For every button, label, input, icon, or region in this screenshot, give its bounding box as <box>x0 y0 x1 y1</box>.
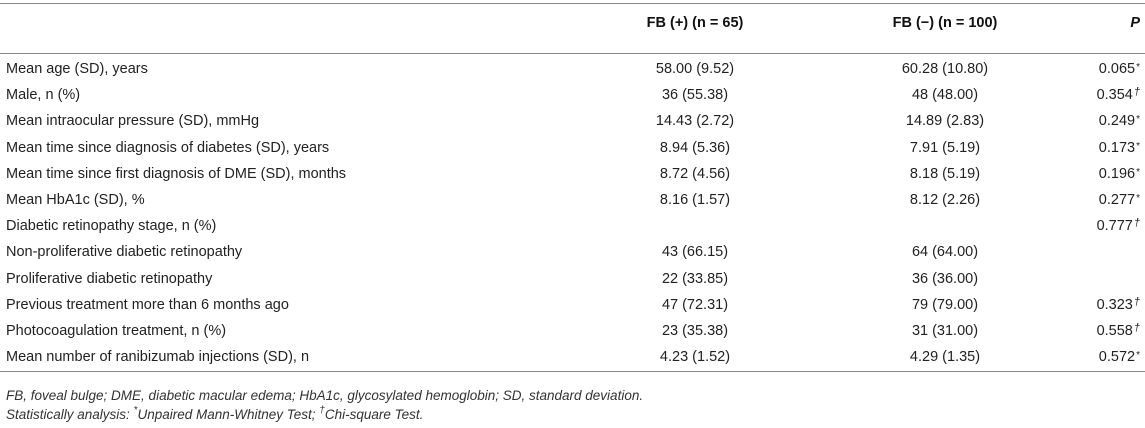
row-fb-positive-value: 43 (66.15) <box>661 244 729 261</box>
row-p-test-mark: † <box>1133 86 1140 99</box>
footnote-abbreviations: FB, foveal bulge; DME, diabetic macular … <box>6 388 643 403</box>
row-label: Proliferative diabetic retinopathy <box>6 270 213 287</box>
row-p-test-mark: † <box>1133 295 1140 308</box>
row-fb-negative-value: 64 (64.00) <box>911 244 979 261</box>
row-p-value-cell: 0.249* <box>1045 108 1140 134</box>
row-label: Diabetic retinopathy stage, n (%) <box>6 218 217 235</box>
row-fb-negative-value: 60.28 (10.80) <box>901 61 989 77</box>
table-bottom-rule <box>0 371 1145 372</box>
row-fb-positive-value: 58.00 (9.52) <box>655 61 735 77</box>
row-label: Non-proliferative diabetic retinopathy <box>6 244 243 261</box>
footnote-test1: Unpaired Mann-Whitney Test; <box>137 407 320 422</box>
row-p-value: 0.558 <box>1096 323 1133 339</box>
row-fb-positive-value: 8.72 (4.56) <box>659 165 731 182</box>
row-label: Mean number of ranibizumab injections (S… <box>6 349 310 366</box>
footnote-abbreviations-text: FB, foveal bulge; DME, diabetic macular … <box>6 388 644 403</box>
row-p-value-cell <box>1045 266 1140 292</box>
row-p-value: 0.065 <box>1098 61 1136 77</box>
row-p-value-cell: 0.323† <box>1045 292 1140 318</box>
header-fb-negative: FB (−) (n = 100) <box>892 15 998 31</box>
table-row: Male, n (%) 36 (55.38) 48 (48.00) 0.354† <box>0 82 1145 108</box>
header-p-value: P <box>1130 15 1140 31</box>
row-fb-positive-value: 8.16 (1.57) <box>659 192 731 208</box>
footnote-star-mark: * <box>133 405 138 416</box>
row-fb-negative-value: 36 (36.00) <box>911 270 979 287</box>
row-fb-negative-value: 31 (31.00) <box>911 323 979 339</box>
footnote-dagger-mark: † <box>319 405 325 416</box>
row-label: Mean intraocular pressure (SD), mmHg <box>6 113 260 130</box>
row-p-value-cell: 0.173* <box>1045 135 1140 161</box>
row-p-value: 0.173 <box>1098 139 1136 156</box>
table-row: Previous treatment more than 6 months ag… <box>0 292 1145 318</box>
footnote-test2: Chi-square Test. <box>324 407 424 422</box>
row-p-value-cell: 0.558† <box>1045 318 1140 344</box>
row-fb-positive-value: 23 (35.38) <box>661 323 729 339</box>
row-label: Photocoagulation treatment, n (%) <box>6 323 227 339</box>
table-header-rule <box>0 53 1145 54</box>
row-label: Male, n (%) <box>6 87 81 104</box>
row-fb-positive-value: 36 (55.38) <box>661 87 729 104</box>
row-fb-positive-value: 14.43 (2.72) <box>655 113 735 130</box>
row-label: Mean age (SD), years <box>6 61 148 77</box>
row-p-value-cell: 0.354† <box>1045 82 1140 108</box>
row-p-test-mark: * <box>1136 140 1140 152</box>
row-p-value-cell: 0.572* <box>1045 344 1140 370</box>
row-p-value: 0.249 <box>1098 113 1136 130</box>
row-p-test-mark: † <box>1133 322 1140 334</box>
table-row: Non-proliferative diabetic retinopathy 43… <box>0 239 1145 265</box>
footnote-stats-prefix: Statistically analysis: <box>6 407 134 422</box>
row-fb-positive-value: 4.23 (1.52) <box>659 349 731 366</box>
table-row: Mean intraocular pressure (SD), mmHg 14.4… <box>0 108 1145 134</box>
row-p-value: 0.777 <box>1096 218 1133 235</box>
row-fb-negative-value: 8.18 (5.19) <box>909 165 981 182</box>
row-p-test-mark: * <box>1136 166 1140 178</box>
row-p-value: 0.354 <box>1096 87 1133 104</box>
row-p-test-mark: * <box>1136 62 1140 73</box>
table-top-rule <box>0 3 1145 4</box>
row-fb-negative-value: 79 (79.00) <box>911 296 979 313</box>
header-fb-positive: FB (+) (n = 65) <box>646 15 744 31</box>
row-p-value-cell: 0.777† <box>1045 213 1140 239</box>
row-fb-negative-value: 14.89 (2.83) <box>905 113 985 130</box>
row-fb-positive-value: 22 (33.85) <box>661 270 729 287</box>
row-fb-negative-value: 8.12 (2.26) <box>909 192 981 208</box>
table-row: Mean HbA1c (SD), % 8.16 (1.57) 8.12 (2.26)… <box>0 187 1145 213</box>
row-p-value: 0.196 <box>1098 165 1136 182</box>
row-label: Mean time since first diagnosis of DME (… <box>6 165 347 182</box>
row-p-value-cell: 0.196* <box>1045 161 1140 187</box>
row-fb-positive-value: 47 (72.31) <box>661 296 729 313</box>
row-p-value-cell: 0.065* <box>1045 56 1140 82</box>
row-p-test-mark: * <box>1136 114 1140 126</box>
table-row: Proliferative diabetic retinopathy 22 (33… <box>0 266 1145 292</box>
row-label: Mean time since diagnosis of diabetes (S… <box>6 139 330 156</box>
row-p-test-mark: * <box>1136 350 1140 362</box>
row-p-test-mark: * <box>1136 193 1140 204</box>
row-fb-negative-value: 4.29 (1.35) <box>909 349 981 366</box>
table-row: Mean time since first diagnosis of DME (… <box>0 161 1145 187</box>
row-p-value: 0.277 <box>1098 192 1136 208</box>
table-row: Mean number of ranibizumab injections (S… <box>0 344 1145 370</box>
footnote-statistics: Statistically analysis: *Unpaired Mann-W… <box>6 405 424 422</box>
table-header-row: FB (+) (n = 65) FB (−) (n = 100) P <box>0 10 1145 36</box>
table-row: Diabetic retinopathy stage, n (%) 0.777† <box>0 213 1145 239</box>
row-label: Mean HbA1c (SD), % <box>6 192 145 208</box>
row-label: Previous treatment more than 6 months ag… <box>6 296 289 313</box>
table-row: Photocoagulation treatment, n (%) 23 (35.… <box>0 318 1145 344</box>
row-fb-positive-value: 8.94 (5.36) <box>659 139 731 156</box>
row-p-value: 0.572 <box>1098 349 1136 366</box>
row-p-value-cell: 0.277* <box>1045 187 1140 213</box>
row-p-test-mark: † <box>1133 217 1140 230</box>
row-p-value: 0.323 <box>1096 296 1133 313</box>
row-fb-negative-value: 48 (48.00) <box>911 87 979 104</box>
row-p-value-cell <box>1045 239 1140 265</box>
table-row: Mean age (SD), years 58.00 (9.52) 60.28 (1… <box>0 56 1145 82</box>
row-fb-negative-value: 7.91 (5.19) <box>909 139 981 156</box>
table-row: Mean time since diagnosis of diabetes (S… <box>0 135 1145 161</box>
